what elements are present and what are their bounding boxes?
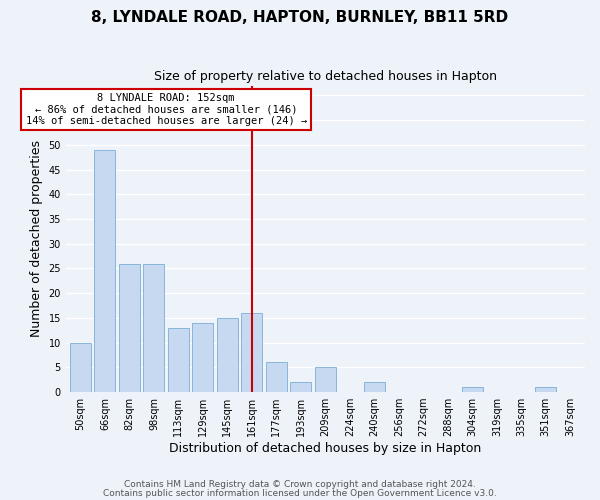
- Text: Contains HM Land Registry data © Crown copyright and database right 2024.: Contains HM Land Registry data © Crown c…: [124, 480, 476, 489]
- Text: Contains public sector information licensed under the Open Government Licence v3: Contains public sector information licen…: [103, 489, 497, 498]
- Bar: [535, 387, 556, 392]
- Bar: [462, 387, 483, 392]
- Bar: [241, 313, 262, 392]
- Bar: [143, 264, 164, 392]
- Bar: [217, 318, 238, 392]
- Bar: [364, 382, 385, 392]
- Y-axis label: Number of detached properties: Number of detached properties: [30, 140, 43, 338]
- X-axis label: Distribution of detached houses by size in Hapton: Distribution of detached houses by size …: [169, 442, 481, 455]
- Bar: [168, 328, 189, 392]
- Text: 8, LYNDALE ROAD, HAPTON, BURNLEY, BB11 5RD: 8, LYNDALE ROAD, HAPTON, BURNLEY, BB11 5…: [91, 10, 509, 25]
- Title: Size of property relative to detached houses in Hapton: Size of property relative to detached ho…: [154, 70, 497, 83]
- Bar: [290, 382, 311, 392]
- Bar: [193, 323, 213, 392]
- Bar: [119, 264, 140, 392]
- Bar: [70, 342, 91, 392]
- Bar: [94, 150, 115, 392]
- Bar: [315, 368, 336, 392]
- Text: 8 LYNDALE ROAD: 152sqm
← 86% of detached houses are smaller (146)
14% of semi-de: 8 LYNDALE ROAD: 152sqm ← 86% of detached…: [26, 93, 307, 126]
- Bar: [266, 362, 287, 392]
